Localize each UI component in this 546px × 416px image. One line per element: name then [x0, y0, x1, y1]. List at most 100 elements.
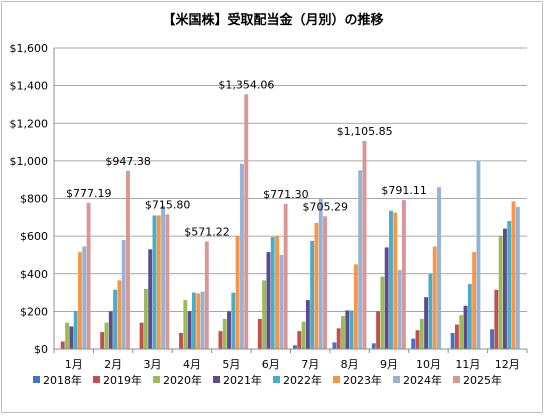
- bar-2021年-7月: [305, 300, 310, 349]
- data-label: $777.19: [66, 187, 112, 200]
- bar-2019年-1月: [60, 341, 65, 349]
- x-tick-label: 12月: [495, 358, 520, 371]
- y-tick-label: $1,400: [10, 80, 49, 93]
- bar-2025年-9月: [401, 200, 406, 349]
- legend-item-label: 2019年: [103, 373, 142, 387]
- bar-2023年-7月: [314, 222, 319, 349]
- y-tick-label: $200: [20, 305, 48, 318]
- bar-2020年-12月: [498, 236, 503, 349]
- bar-2019年-11月: [454, 324, 459, 349]
- data-label: $771.30: [263, 188, 309, 201]
- bar-2022年-4月: [191, 292, 196, 349]
- bar-2019年-9月: [376, 311, 381, 349]
- y-tick-label: $1,200: [10, 117, 49, 130]
- legend-swatch: [33, 376, 40, 383]
- legend-swatch: [93, 376, 100, 383]
- bar-2023年-11月: [472, 252, 477, 349]
- bar-2020年-6月: [262, 280, 267, 349]
- bar-2025年-3月: [165, 214, 170, 349]
- bar-2022年-6月: [270, 237, 275, 349]
- bar-2021年-12月: [502, 228, 507, 349]
- legend-item-label: 2024年: [403, 373, 442, 387]
- x-tick-label: 2月: [104, 358, 122, 371]
- bar-2020年-2月: [104, 322, 109, 349]
- data-label: $705.29: [303, 200, 349, 213]
- legend-swatch: [333, 376, 340, 383]
- bar-2021年-3月: [148, 249, 153, 349]
- bar-2025年-8月: [362, 140, 367, 349]
- bar-2020年-11月: [459, 315, 464, 349]
- bar-2019年-5月: [218, 331, 223, 349]
- bar-2018年-8月: [332, 342, 337, 349]
- y-tick-label: $1,600: [10, 42, 49, 55]
- annotations: $777.19 $947.38 $715.80 $571.22 $1,354.06 $77…: [66, 78, 427, 238]
- bar-2024年-8月: [358, 170, 363, 349]
- bar-2019年-6月: [257, 318, 262, 349]
- bar-2021年-11月: [463, 305, 468, 349]
- bar-2024年-3月: [161, 206, 166, 349]
- bar-2022年-1月: [73, 311, 78, 349]
- legend-item-label: 2020年: [163, 373, 202, 387]
- legend-item-label: 2021年: [223, 373, 262, 387]
- data-label: $571.22: [184, 226, 230, 239]
- bar-2022年-5月: [231, 292, 236, 349]
- bar-2022年-2月: [113, 289, 118, 349]
- x-tick-label: 6月: [262, 358, 280, 371]
- bar-2019年-8月: [336, 328, 341, 349]
- x-tick-label: 3月: [144, 358, 162, 371]
- y-tick-label: $800: [20, 193, 48, 206]
- legend-item-label: 2023年: [343, 373, 382, 387]
- x-tick-label: 7月: [301, 358, 319, 371]
- bar-2019年-7月: [297, 331, 302, 349]
- bar-2022年-10月: [428, 273, 433, 349]
- gridlines: [54, 47, 527, 350]
- bar-2018年-12月: [490, 329, 494, 349]
- bar-2018年-9月: [371, 343, 376, 349]
- bar-2018年-7月: [293, 345, 297, 349]
- bar-2024年-12月: [515, 206, 520, 349]
- legend-item-label: 2025年: [463, 373, 502, 387]
- bar-2023年-9月: [393, 212, 398, 349]
- bar-2020年-9月: [380, 276, 385, 349]
- bar-2021年-6月: [266, 252, 271, 349]
- bar-2020年-5月: [222, 318, 227, 349]
- bar-2019年-3月: [139, 322, 144, 349]
- bar-2021年-4月: [187, 311, 192, 349]
- bar-2023年-6月: [275, 236, 279, 349]
- x-tick-label: 11月: [455, 358, 480, 371]
- bar-2024年-1月: [82, 246, 87, 349]
- y-tick-label: $400: [20, 268, 48, 281]
- x-tick-label: 9月: [380, 358, 398, 371]
- bar-2025年-5月: [244, 94, 249, 350]
- legend-swatch: [393, 376, 400, 383]
- bar-2023年-3月: [156, 215, 161, 349]
- legend-item-label: 2018年: [43, 373, 82, 387]
- bar-2022年-9月: [389, 210, 393, 349]
- legend-swatch: [273, 376, 280, 383]
- bar-2023年-10月: [432, 246, 437, 349]
- bar-2021年-1月: [69, 326, 74, 349]
- bar-2024年-11月: [476, 160, 481, 349]
- bar-2023年-4月: [196, 293, 201, 349]
- data-label: $1,105.85: [337, 125, 393, 138]
- bar-2020年-3月: [143, 288, 148, 349]
- bar-2024年-2月: [121, 239, 126, 349]
- bar-2025年-2月: [126, 170, 130, 349]
- legend-swatch: [153, 376, 160, 383]
- x-tick-label: 1月: [65, 358, 83, 371]
- axes: $0 $200 $400 $600 $800 $1,000 $1,200 $1,400 $1,6…: [10, 42, 528, 371]
- data-label: $947.38: [105, 155, 151, 168]
- data-label: $1,354.06: [218, 78, 274, 91]
- bar-2023年-2月: [117, 280, 122, 349]
- bar-2024年-7月: [318, 198, 323, 349]
- bar-2025年-1月: [86, 202, 91, 349]
- bar-2021年-9月: [384, 247, 389, 349]
- x-tick-label: 10月: [416, 358, 441, 371]
- bar-2020年-1月: [65, 322, 70, 349]
- bar-2024年-10月: [437, 187, 441, 349]
- bar-2020年-4月: [183, 300, 188, 349]
- bar-2021年-10月: [424, 297, 429, 349]
- bar-2021年-8月: [345, 310, 350, 349]
